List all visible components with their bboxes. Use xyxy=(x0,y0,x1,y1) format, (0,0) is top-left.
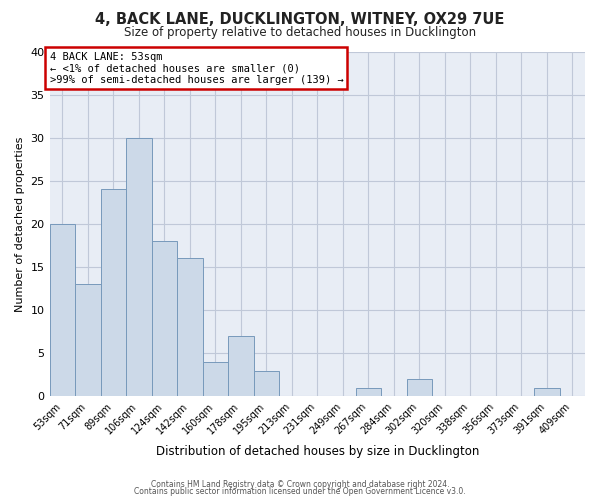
Bar xyxy=(75,284,101,397)
Bar xyxy=(356,388,381,396)
Bar xyxy=(177,258,203,396)
Text: 4 BACK LANE: 53sqm
← <1% of detached houses are smaller (0)
>99% of semi-detache: 4 BACK LANE: 53sqm ← <1% of detached hou… xyxy=(50,52,343,84)
Bar xyxy=(407,379,432,396)
X-axis label: Distribution of detached houses by size in Ducklington: Distribution of detached houses by size … xyxy=(155,444,479,458)
Text: Size of property relative to detached houses in Ducklington: Size of property relative to detached ho… xyxy=(124,26,476,39)
Bar xyxy=(203,362,228,396)
Bar xyxy=(534,388,560,396)
Bar xyxy=(254,370,279,396)
Bar xyxy=(228,336,254,396)
Text: Contains HM Land Registry data © Crown copyright and database right 2024.: Contains HM Land Registry data © Crown c… xyxy=(151,480,449,489)
Y-axis label: Number of detached properties: Number of detached properties xyxy=(15,136,25,312)
Bar xyxy=(50,224,75,396)
Text: 4, BACK LANE, DUCKLINGTON, WITNEY, OX29 7UE: 4, BACK LANE, DUCKLINGTON, WITNEY, OX29 … xyxy=(95,12,505,28)
Text: Contains public sector information licensed under the Open Government Licence v3: Contains public sector information licen… xyxy=(134,488,466,496)
Bar xyxy=(101,190,126,396)
Bar xyxy=(152,241,177,396)
Bar xyxy=(126,138,152,396)
